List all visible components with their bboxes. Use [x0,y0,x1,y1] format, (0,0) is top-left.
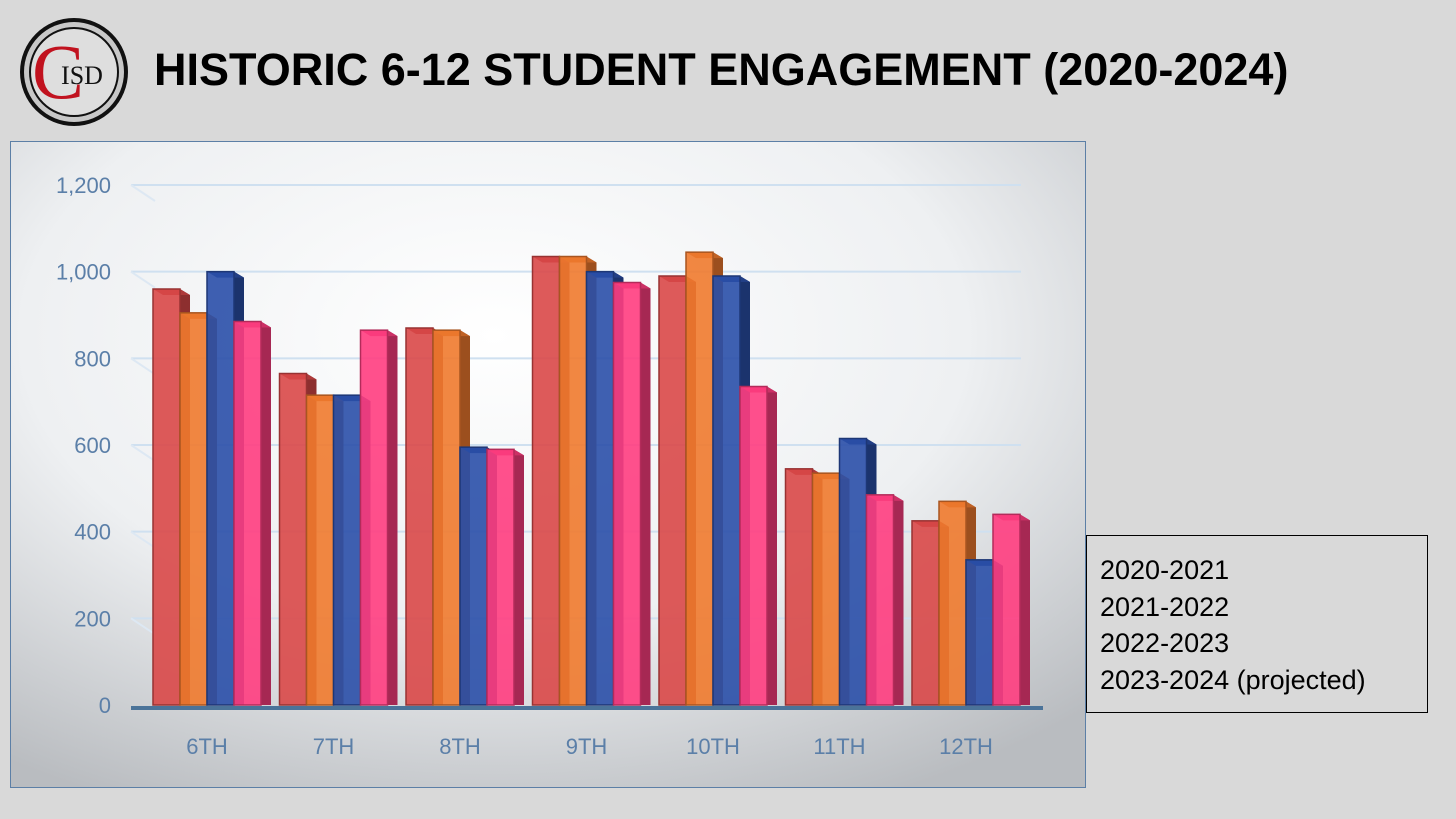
bar-front [712,275,741,706]
x-tick-label: 12TH [939,734,993,759]
bar [233,320,271,706]
x-tick-label: 10TH [686,734,740,759]
bar [865,494,904,706]
chart-frame: 0 200 400 600 800 1,000 1,200 6TH 7TH 8TH 9TH 10TH 1… [10,141,1086,788]
x-tick-label: 8TH [439,734,481,759]
bar-front [432,329,461,706]
gridline-depth [130,617,156,636]
x-tick-label: 9TH [566,734,608,759]
bar-side [640,282,651,705]
bar-front [305,394,335,706]
gridline-depth [130,357,156,376]
bar [359,329,398,706]
bar-front [233,320,262,706]
bar-front [811,472,841,706]
bar-front [838,437,868,706]
legend: 2020-2021 2021-2022 2022-2023 2023-2024 … [1086,535,1428,713]
gridline-depth [130,444,156,462]
gridline-depth [130,270,156,289]
gridline-depth [130,530,156,549]
x-tick-label: 6TH [186,734,228,759]
logo-letter: C [32,28,84,115]
bar-side [893,494,904,705]
bar-side [261,321,271,705]
bar [612,281,651,706]
bar-front [965,559,994,706]
y-tick-label: 400 [74,520,111,545]
bar-front [405,327,434,706]
bar-front [585,270,615,706]
bar-side [387,330,398,705]
bar-front [206,270,235,706]
bar-front [911,520,940,706]
page-title: HISTORIC 6-12 STUDENT ENGAGEMENT (2020-2… [154,44,1289,95]
bar-side [767,386,777,705]
bar-front [359,329,389,706]
bar-front [938,500,967,706]
gridline-depth [130,184,156,202]
y-tick-label: 0 [99,693,111,718]
bar-front [658,275,687,706]
legend-item-2020-2021: 2020-2021 [1100,555,1230,585]
bar [486,448,524,706]
logo-text: ISD [61,61,103,90]
y-tick-label: 1,200 [56,173,111,198]
bar [739,385,777,706]
y-tick-label: 800 [74,346,111,371]
bar-side [1020,514,1030,705]
x-tick-label: 7TH [313,734,355,759]
bar-front [558,255,588,706]
bar [992,513,1030,706]
bar-front [612,281,642,706]
legend-item-2021-2022: 2021-2022 [1100,591,1230,622]
bar-front [459,446,488,706]
bar-front [486,448,515,706]
bar-side [514,449,524,705]
bar-front [179,312,208,706]
bar-front [784,468,814,706]
legend-item-2022-2023: 2022-2023 [1100,628,1230,658]
bar-front [278,372,308,706]
y-tick-label: 200 [74,606,111,631]
bar-front [739,385,768,706]
bar-front [992,513,1021,706]
y-tick-label: 1,000 [56,260,111,285]
x-tick-label: 11TH [813,734,865,759]
bar-front [152,288,181,706]
cisd-logo: C ISD [20,18,128,126]
y-tick-label: 600 [74,433,111,458]
bar-front [332,394,362,706]
bar-front [865,494,895,706]
legend-item-2023-2024: 2023-2024 (projected) [1100,664,1366,695]
bar-chart: 0 200 400 600 800 1,000 1,200 6TH 7TH 8TH 9TH 10TH 1… [11,142,1085,787]
bar-front [531,255,561,706]
bar-front [685,251,714,706]
